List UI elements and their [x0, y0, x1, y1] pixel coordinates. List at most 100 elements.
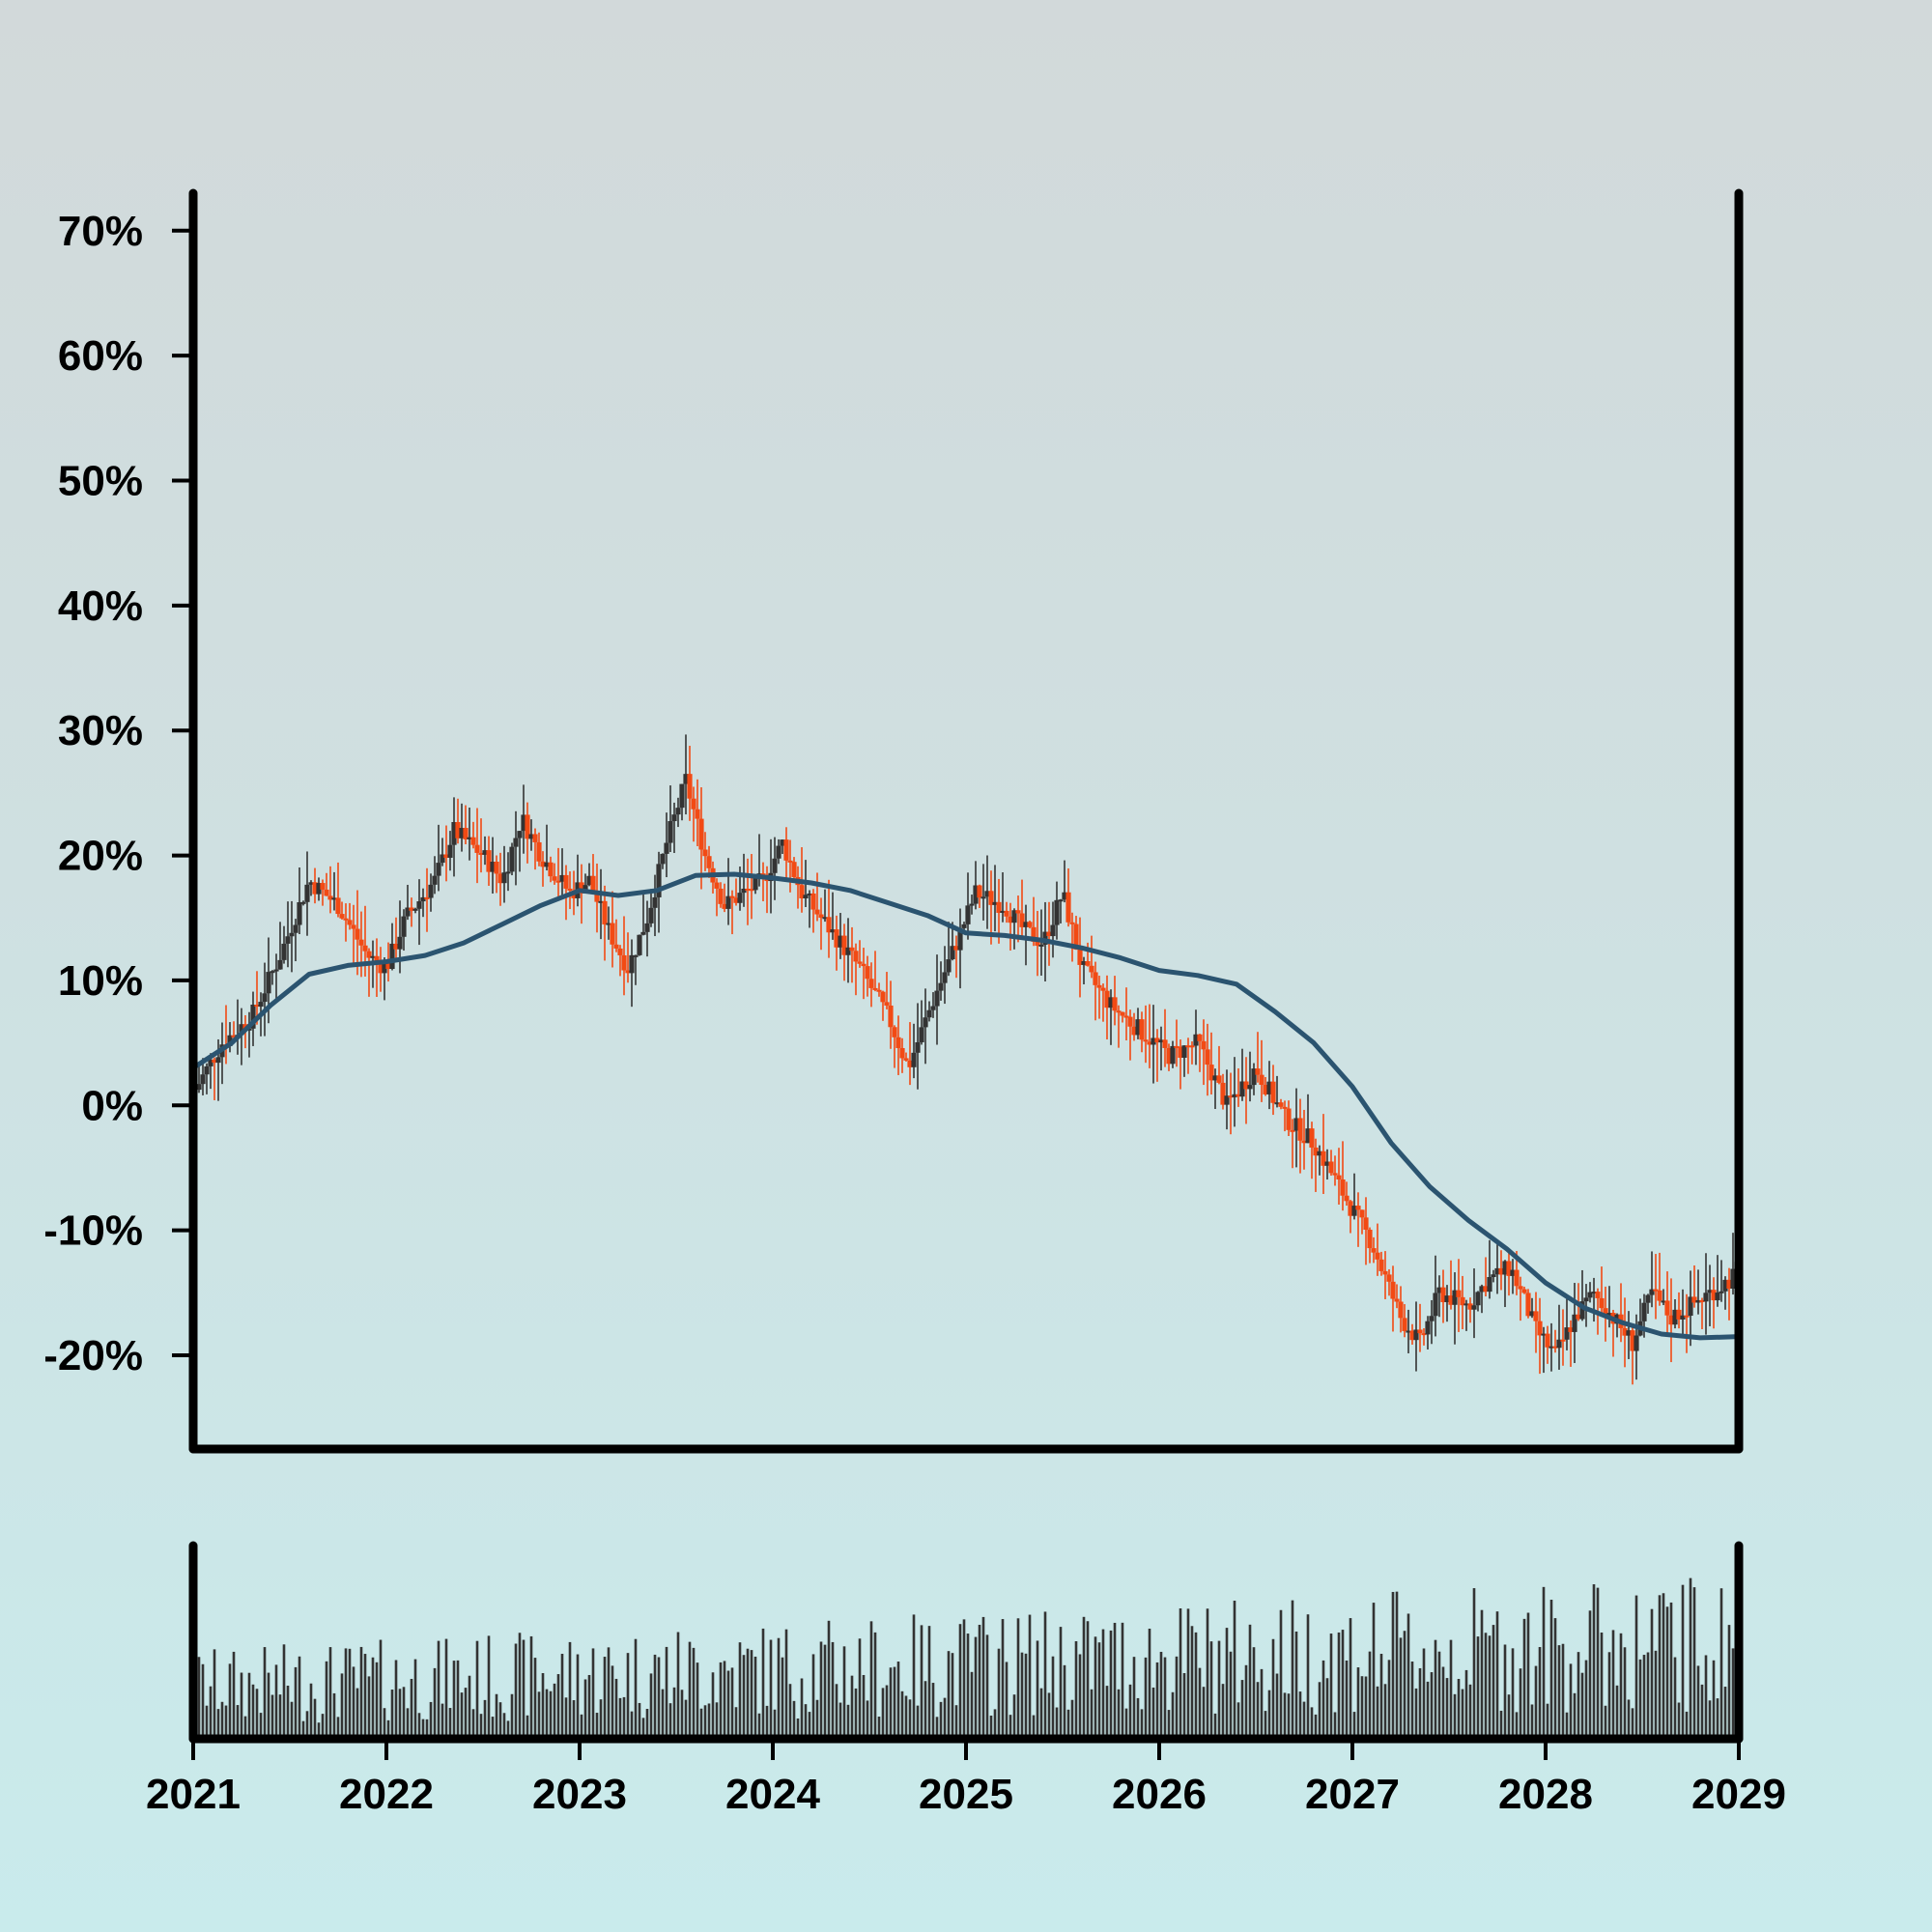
volume-bar: [1580, 1672, 1584, 1739]
candle-body: [1139, 1019, 1145, 1040]
volume-bar: [1059, 1627, 1063, 1739]
volume-bar: [800, 1678, 804, 1739]
volume-bar: [205, 1705, 209, 1739]
x-tick-label: 2025: [919, 1771, 1013, 1818]
candle-body: [702, 849, 708, 857]
candle-body: [1672, 1309, 1678, 1325]
volume-bar: [1337, 1632, 1341, 1739]
candle-body: [1409, 1330, 1415, 1341]
volume-bar: [1511, 1648, 1515, 1739]
candle-body: [196, 1084, 202, 1091]
candle-body: [1382, 1270, 1388, 1275]
volume-bar: [927, 1626, 931, 1739]
candle-body: [1560, 1339, 1566, 1342]
volume-bar: [216, 1709, 220, 1739]
candle-body: [868, 979, 874, 988]
volume-bar: [808, 1712, 811, 1739]
candle-body: [1386, 1274, 1392, 1282]
volume-bar: [1457, 1679, 1461, 1739]
volume-bar: [1650, 1608, 1654, 1739]
volume-bar: [1673, 1657, 1677, 1739]
volume-bar: [707, 1703, 711, 1739]
candle-body: [1502, 1261, 1508, 1275]
candle-body: [722, 903, 727, 909]
candle-body: [1282, 1106, 1288, 1109]
volume-bar: [726, 1670, 730, 1739]
candle-body: [1498, 1267, 1504, 1275]
volume-bar: [1584, 1660, 1588, 1739]
volume-bar: [1700, 1684, 1704, 1739]
candle-body: [957, 927, 963, 951]
volume-bar: [1151, 1687, 1155, 1739]
candle-body: [1722, 1279, 1728, 1292]
volume-bar: [460, 1692, 464, 1739]
candle-body: [973, 885, 979, 904]
candle-body: [841, 935, 847, 955]
volume-bar: [993, 1709, 997, 1739]
candle-body: [412, 908, 418, 911]
volume-bar: [1414, 1688, 1418, 1739]
candle-body: [1587, 1292, 1593, 1298]
volume-bar: [1441, 1666, 1445, 1739]
candle-body: [1479, 1286, 1485, 1293]
volume-bar: [1341, 1630, 1345, 1739]
x-tick-label: 2029: [1691, 1771, 1786, 1818]
volume-bar: [1117, 1689, 1121, 1739]
candle-body: [1371, 1248, 1377, 1253]
candle-body: [1162, 1039, 1168, 1048]
candle-body: [996, 901, 1002, 913]
candle-body: [992, 901, 998, 905]
candle-body: [644, 923, 650, 932]
volume-bar: [1522, 1618, 1526, 1739]
candle-body: [814, 909, 820, 915]
candle-body: [753, 875, 758, 891]
candle-body: [1475, 1292, 1481, 1306]
candle-body: [451, 822, 457, 845]
candle-body: [555, 880, 561, 883]
volume-bars: [193, 1577, 1739, 1739]
volume-bar: [746, 1648, 750, 1739]
volume-bar: [583, 1679, 587, 1739]
candle-body: [351, 924, 356, 929]
candle-body: [845, 947, 851, 955]
candle-body: [629, 954, 635, 974]
candle-body: [1301, 1140, 1307, 1144]
volume-bar: [1047, 1692, 1051, 1739]
candle-body: [1127, 1016, 1133, 1027]
candle-body: [915, 1041, 921, 1053]
volume-bar: [309, 1683, 313, 1739]
volume-bar: [549, 1690, 553, 1739]
candle-body: [1181, 1045, 1187, 1058]
moving-average-line: [190, 871, 1742, 1341]
volume-bar: [1352, 1712, 1356, 1739]
candle-body: [803, 895, 809, 899]
volume-bar: [232, 1651, 236, 1739]
volume-bar: [1426, 1681, 1430, 1739]
volume-bar: [1654, 1650, 1658, 1739]
volume-bar: [452, 1661, 456, 1739]
candle-body: [1448, 1295, 1454, 1305]
volume-panel-frame: [188, 1541, 1744, 1744]
volume-bar: [1016, 1618, 1020, 1739]
volume-bar: [340, 1673, 344, 1739]
volume-bar: [444, 1638, 448, 1739]
volume-bar: [1283, 1692, 1287, 1739]
volume-bar: [823, 1644, 827, 1739]
candle-body: [521, 814, 526, 832]
candle-body: [1023, 922, 1029, 927]
candle-body: [725, 895, 731, 909]
candle-body: [343, 918, 349, 921]
volume-bar: [1689, 1577, 1692, 1739]
volume-bar: [274, 1664, 278, 1739]
volume-bar: [1128, 1684, 1132, 1739]
volume-bar: [413, 1659, 417, 1739]
volume-bar: [375, 1662, 379, 1739]
volume-bar: [1279, 1609, 1283, 1739]
volume-bar: [332, 1692, 336, 1739]
volume-bar: [1179, 1608, 1182, 1739]
volume-bar: [301, 1720, 305, 1739]
volume-bar: [533, 1658, 537, 1739]
volume-bar: [359, 1646, 363, 1739]
candle-body: [1703, 1293, 1709, 1302]
candle-body: [668, 821, 673, 843]
